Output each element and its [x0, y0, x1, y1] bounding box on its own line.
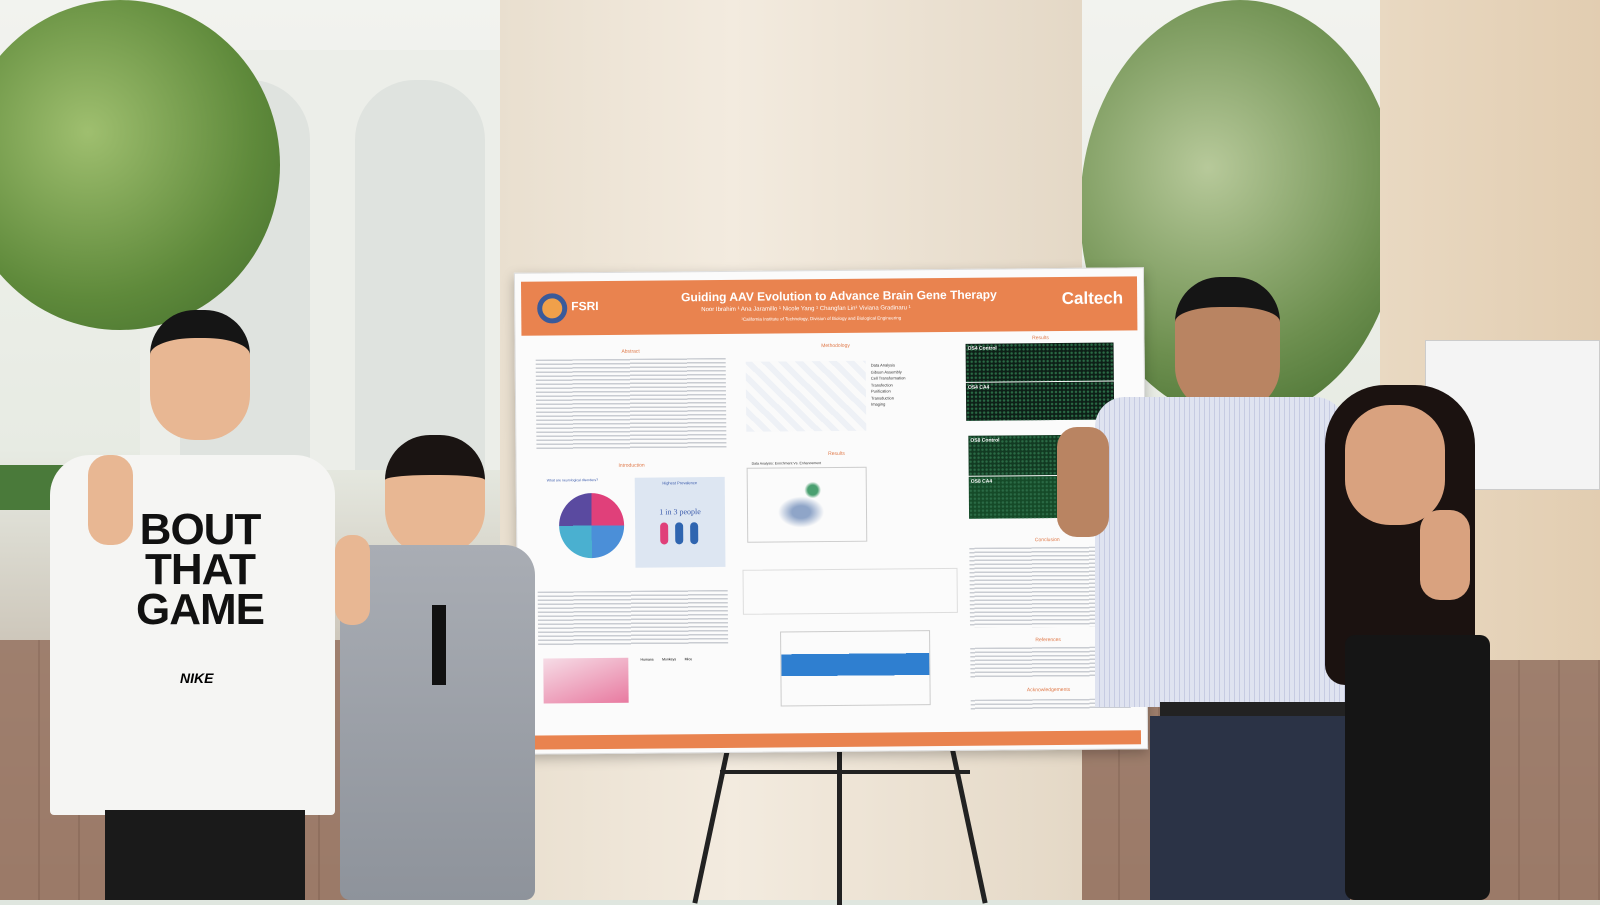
scatter-plot: [746, 466, 868, 543]
logo-text: FSRI: [571, 299, 599, 314]
peace-sign-hand: [88, 455, 133, 545]
person-gray-dress: [320, 425, 555, 900]
section-introduction: Introduction: [618, 462, 645, 469]
abstract-text: [535, 357, 727, 450]
tree-left: [0, 0, 280, 330]
prevalence-stat: 1 in 3 people: [659, 507, 701, 517]
person-checked-shirt: [1055, 272, 1355, 900]
checked-shirt: [1095, 397, 1345, 707]
shirt-line: BOUT: [139, 505, 262, 554]
belt: [1160, 702, 1350, 716]
species-table: Humans Monkeys Mice: [636, 657, 696, 703]
fsri-logo-icon: [537, 293, 568, 324]
peace-sign-hand: [335, 535, 370, 625]
shirt-line: THAT: [144, 545, 256, 594]
micro-label: OS4 Control: [967, 345, 997, 352]
gray-dress: [340, 545, 535, 900]
section-methodology: Methodology: [821, 342, 850, 350]
section-abstract: Abstract: [621, 348, 640, 355]
shirt-brand: NIKE: [180, 670, 214, 686]
easel-leg: [837, 745, 842, 905]
prevalence-box: Highest Prevalence 1 in 3 people: [634, 476, 726, 568]
person-figure-icon: [675, 522, 684, 545]
shirt-print: BOUT THAT GAME: [110, 505, 290, 634]
shirt-line: GAME: [136, 585, 265, 634]
table-header: Humans: [640, 657, 654, 662]
micro-label: OS4 CA4: [967, 384, 990, 391]
disorder-pie-graphic: [558, 492, 625, 559]
method-step: Imaging: [871, 401, 886, 407]
ddpcr-plot: [780, 630, 931, 707]
person-white-tshirt: BOUT THAT GAME NIKE: [40, 305, 340, 900]
peace-sign-hand: [1420, 510, 1470, 600]
micro-label: OS8 CA4: [970, 478, 993, 485]
easel-bar: [720, 770, 970, 774]
person-black-dress: [1305, 385, 1530, 900]
table-header: Mice: [684, 657, 693, 662]
method-step: Cell Transformation: [870, 375, 906, 381]
poster-authors: Noor Ibrahim ¹ Ana Jaramillo ¹ Nicole Ya…: [701, 305, 911, 314]
bbb-illustration: [543, 657, 629, 704]
methodology-diagram: [745, 360, 867, 432]
method-steps: Data Analysis Gibson Assembly Cell Trans…: [871, 362, 906, 408]
section-results: Results: [828, 450, 845, 458]
table-header: Monkeys: [662, 657, 677, 662]
prevalence-title: Highest Prevalence: [662, 480, 698, 486]
scatter-title: Data Analysis: Enrichment Vs. Enhancemen…: [751, 461, 822, 466]
poster-footer: [524, 730, 1142, 750]
bar-chart: [742, 567, 958, 615]
peace-sign-hand: [1057, 427, 1109, 537]
person-figure-icon: [690, 522, 699, 545]
black-dress: [1345, 635, 1490, 900]
poster-header: FSRI Guiding AAV Evolution to Advance Br…: [520, 276, 1138, 336]
intro-bullets: [537, 589, 729, 647]
micro-label: OS8 Control: [970, 437, 1000, 444]
jeans: [1150, 716, 1350, 900]
person-figure-icon: [660, 522, 669, 545]
poster-title: Guiding AAV Evolution to Advance Brain G…: [681, 287, 997, 305]
poster-affiliation: ¹California Institute of Technology, Div…: [741, 315, 902, 322]
research-poster: FSRI Guiding AAV Evolution to Advance Br…: [513, 267, 1149, 755]
